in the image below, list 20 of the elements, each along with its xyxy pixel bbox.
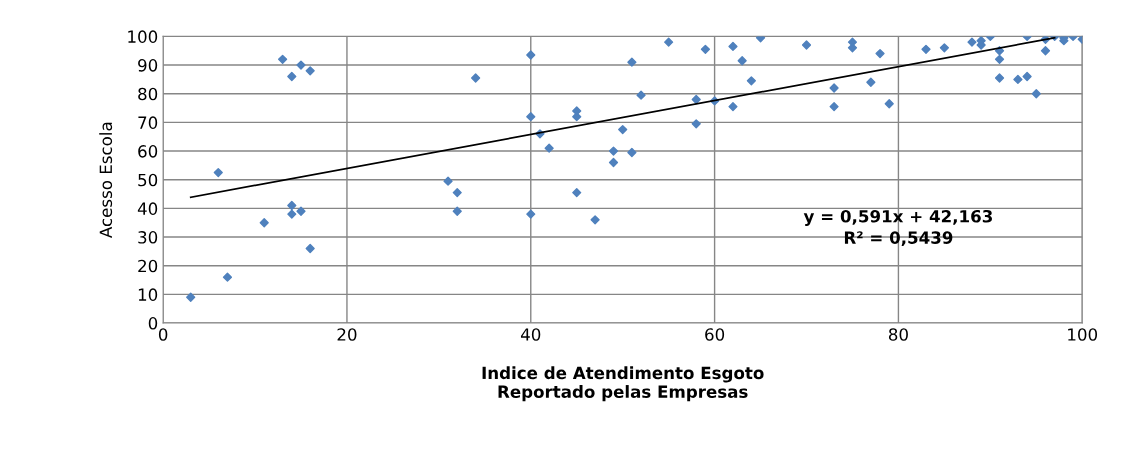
x-tick-label: 100: [1068, 328, 1098, 341]
x-tick-label: 0: [158, 328, 168, 341]
y-tick-label: 0: [148, 317, 158, 330]
y-tick-label: 20: [138, 259, 158, 273]
x-tick-label: 60: [705, 328, 725, 341]
x-tick-label: 80: [888, 328, 908, 341]
y-tick-label: 30: [138, 231, 158, 244]
y-tick-label: 60: [138, 145, 158, 158]
x-tick-label: 20: [337, 328, 357, 341]
y-tick-label: 80: [138, 87, 158, 101]
y-tick-label: 70: [138, 116, 158, 129]
y-axis-title: Acesso Escola: [99, 122, 113, 238]
y-tick-label: 40: [137, 202, 158, 215]
y-tick-label: 100: [128, 30, 158, 43]
x-tick-label: 40: [520, 328, 541, 341]
y-tick-label: 50: [138, 173, 158, 187]
y-tick-label: 10: [138, 288, 158, 301]
annotation: y = 0,591x + 42,163 R² = 0,5439: [803, 209, 992, 247]
y-tick-label: 90: [138, 59, 158, 72]
x-axis-title: Indice de Atendimento Esgoto Reportado pelas Empresas: [482, 366, 764, 402]
